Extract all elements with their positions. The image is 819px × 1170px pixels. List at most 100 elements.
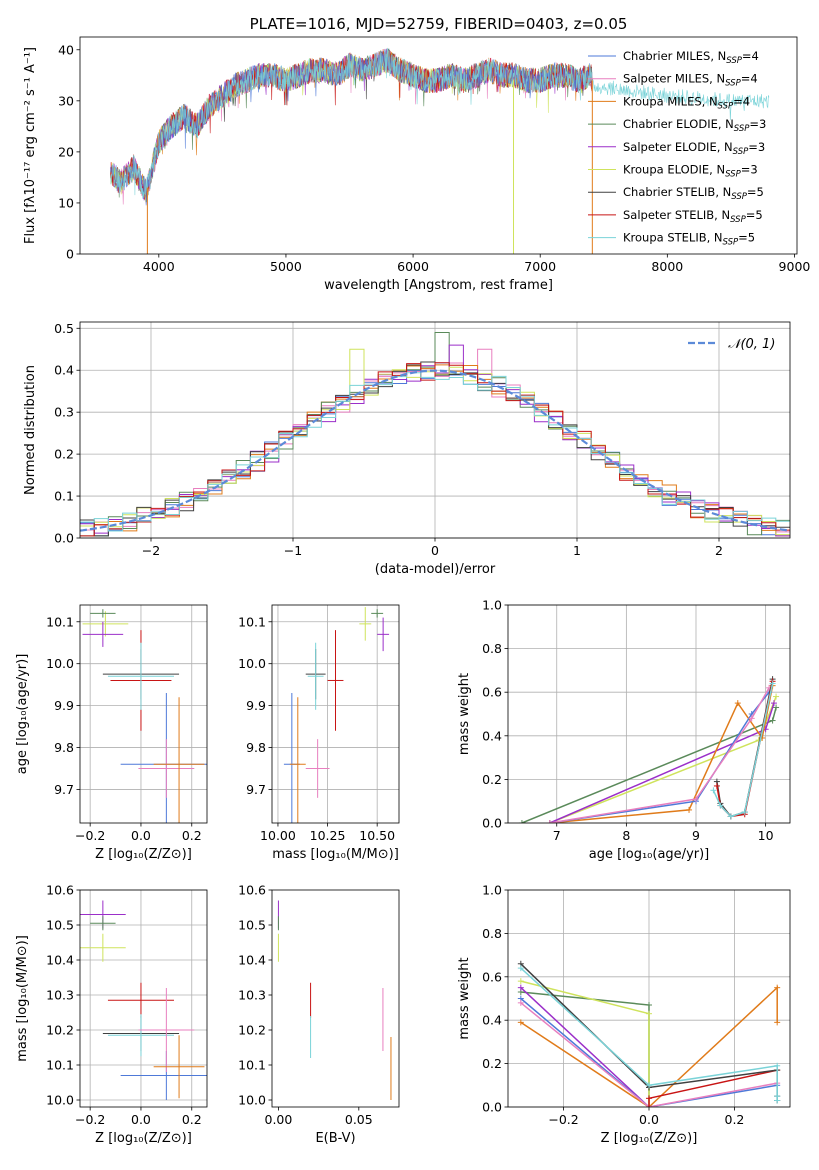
y-tick-label: 0.8 — [482, 641, 502, 656]
x-axis-label: Z [log₁₀(Z/Z⊙)] — [95, 847, 192, 862]
spectrum-red-tail — [592, 78, 770, 121]
y-axis-label: mass [log₁₀(M/M⊙)] — [15, 935, 30, 1062]
y-tick-label: 0.2 — [54, 447, 74, 462]
x-tick-label: 10 — [758, 828, 774, 843]
y-tick-label: 0.2 — [482, 1056, 502, 1071]
y-tick-label: 9.9 — [54, 698, 74, 713]
panel-mass_vs_Z: −0.2 0.0 0.2 10.0 10.1 10.2 10.3 10.4 10.5 10.6 Z … — [15, 883, 208, 1146]
x-tick-label: 8000 — [651, 259, 683, 274]
x-tick-label: 10.50 — [359, 828, 395, 843]
legend-entry-chabrier_elodie: Chabrier ELODIE, NSSP=3 — [623, 117, 766, 134]
y-axis-label: mass weight — [457, 673, 472, 755]
legend-entry-salpeter_miles: Salpeter MILES, NSSP=4 — [623, 72, 758, 89]
y-tick-label: 10.0 — [238, 1093, 266, 1108]
x-tick-label: 0.00 — [265, 1112, 293, 1127]
x-tick-label: 0.0 — [131, 828, 151, 843]
spectrum-series-kroupa_stelib — [110, 47, 593, 199]
x-tick-label: −0.2 — [75, 1112, 105, 1127]
y-axis-label: Normed distribution — [23, 365, 38, 495]
weight-line-chabrier_miles — [520, 997, 778, 1107]
y-axis-label: age [log₁₀(age/yr)] — [15, 654, 30, 775]
y-tick-label: 10.1 — [46, 1058, 74, 1073]
y-tick-label: 10.1 — [238, 1058, 266, 1073]
x-tick-label: 9 — [692, 828, 700, 843]
panel-spectrum: 4000 5000 6000 7000 8000 9000 0 10 20 30 40 wavelen… — [23, 15, 810, 293]
x-tick-label: 6000 — [397, 259, 429, 274]
weight-line-chabrier_elodie — [521, 707, 777, 823]
x-axis-label: mass [log₁₀(M/M⊙)] — [272, 847, 399, 862]
x-axis-label: Z [log₁₀(Z/Z⊙)] — [601, 1131, 698, 1146]
y-tick-label: 0.1 — [54, 489, 74, 504]
y-tick-label: 10.0 — [46, 1093, 74, 1108]
plot-area-mass_vs_Z — [80, 900, 207, 1100]
y-tick-label: 1.0 — [482, 598, 502, 613]
x-tick-label: 0.05 — [345, 1112, 373, 1127]
y-tick-label: 9.8 — [54, 740, 74, 755]
axes-frame — [79, 604, 208, 824]
legend-entry-salpeter_elodie: Salpeter ELODIE, NSSP=3 — [623, 140, 765, 157]
axes-frame — [507, 604, 791, 824]
y-tick-label: 0.3 — [54, 405, 74, 420]
y-tick-label: 1.0 — [482, 883, 502, 898]
y-tick-label: 10.6 — [46, 883, 74, 898]
histogram-kroupa_stelib — [80, 372, 790, 532]
chart-title: PLATE=1016, MJD=52759, FIBERID=0403, z=0… — [250, 15, 628, 33]
y-tick-label: 0.2 — [482, 772, 502, 787]
gaussian-reference-curve — [80, 369, 790, 532]
panel-residuals: −2 −1 0 1 2 0.0 0.1 0.2 0.3 0.4 0.5 (data-model)/er… — [23, 321, 791, 577]
weight-line-kroupa_miles — [549, 685, 774, 823]
y-tick-label: 0.4 — [482, 1013, 502, 1028]
weight-line-salpeter_miles — [549, 687, 770, 823]
y-tick-label: 0.6 — [482, 969, 502, 984]
panel-age_vs_Z: −0.2 0.0 0.2 9.7 9.8 9.9 10.0 10.1 Z [log₁₀(Z/Z⊙… — [15, 604, 208, 862]
plot-area-weight_vs_age — [518, 676, 780, 823]
y-tick-label: 10.0 — [46, 656, 74, 671]
y-tick-label: 10.1 — [46, 614, 74, 629]
weight-line-salpeter_miles — [520, 1002, 778, 1107]
y-tick-label: 10.6 — [238, 883, 266, 898]
y-tick-label: 0.4 — [54, 363, 74, 378]
y-axis-label: Flux [fλ10⁻¹⁷ erg cm⁻² s⁻¹ A⁻¹] — [23, 47, 38, 244]
x-tick-label: −0.2 — [548, 1112, 578, 1127]
x-tick-label: −2 — [142, 543, 160, 558]
y-tick-label: 9.7 — [54, 782, 74, 797]
y-tick-label: 30 — [58, 93, 74, 108]
x-axis-label: E(B-V) — [315, 1131, 355, 1146]
x-tick-label: 1 — [573, 543, 581, 558]
y-tick-label: 10.4 — [238, 953, 266, 968]
legend-entry-chabrier_miles: Chabrier MILES, NSSP=4 — [623, 49, 759, 66]
panel-mass_vs_ebv: 0.00 0.05 10.0 10.1 10.2 10.3 10.4 10.5 10.6 E(B-… — [238, 883, 400, 1146]
x-axis-label: (data-model)/error — [375, 562, 496, 577]
y-tick-label: 20 — [58, 144, 74, 159]
legend-entry-salpeter_stelib: Salpeter STELIB, NSSP=5 — [623, 208, 763, 225]
x-axis-label: Z [log₁₀(Z/Z⊙)] — [95, 1131, 192, 1146]
axes-frame — [271, 604, 400, 824]
x-tick-label: 4000 — [143, 259, 175, 274]
legend-entry-kroupa_stelib: Kroupa STELIB, NSSP=5 — [623, 231, 755, 248]
y-tick-label: 40 — [58, 42, 74, 57]
y-tick-label: 0.0 — [482, 1100, 502, 1115]
y-tick-label: 10.5 — [238, 918, 266, 933]
y-tick-label: 10.5 — [46, 918, 74, 933]
y-tick-label: 0.0 — [54, 531, 74, 546]
weight-line-chabrier_stelib — [716, 678, 774, 818]
x-tick-label: 7 — [553, 828, 561, 843]
plot-area-weight_vs_Z — [517, 960, 781, 1107]
axes-frame — [79, 889, 208, 1108]
weight-line-kroupa_stelib — [712, 683, 774, 818]
axes-frame — [79, 36, 798, 255]
y-tick-label: 9.8 — [246, 740, 266, 755]
y-tick-label: 9.7 — [246, 782, 266, 797]
x-axis-label: age [log₁₀(age/yr)] — [589, 847, 710, 862]
x-tick-label: 0.2 — [182, 1112, 202, 1127]
plot-area-age_vs_mass — [283, 607, 390, 823]
y-tick-label: 10.0 — [238, 656, 266, 671]
weight-line-kroupa_miles — [520, 985, 778, 1107]
legend-entry-chabrier_stelib: Chabrier STELIB, NSSP=5 — [623, 185, 764, 202]
legend-entry-gaussian: 𝒩(0, 1) — [728, 337, 775, 352]
x-tick-label: 0.0 — [639, 1112, 659, 1127]
y-tick-label: 9.9 — [246, 698, 266, 713]
y-tick-label: 10 — [58, 195, 74, 210]
x-tick-label: 9000 — [779, 259, 811, 274]
